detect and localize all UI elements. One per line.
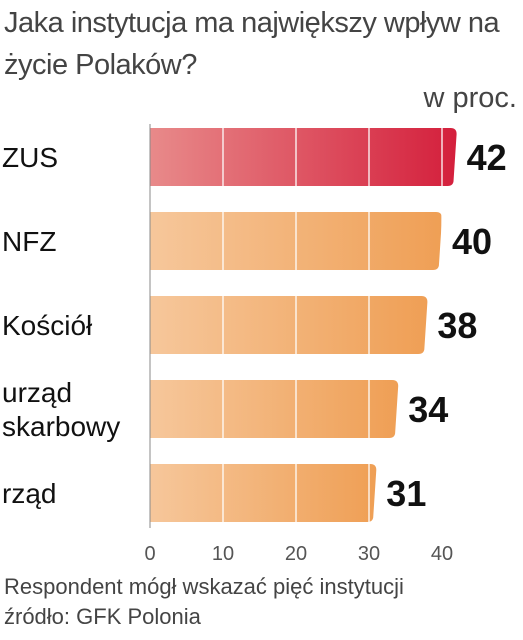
value-label: 42	[467, 137, 507, 178]
value-label: 38	[437, 305, 477, 346]
source-note: źródło: GFK Polonia	[4, 604, 201, 629]
bar-3	[150, 296, 428, 354]
bar-4	[150, 380, 399, 438]
bar-5	[150, 464, 377, 522]
category-label: rząd	[2, 478, 56, 509]
x-tick-label: 0	[144, 543, 155, 565]
value-label: 31	[386, 473, 426, 514]
category-label: Kościół	[2, 310, 93, 341]
category-label: NFZ	[2, 226, 56, 257]
x-tick-label: 40	[431, 543, 453, 565]
value-label: 34	[408, 389, 448, 430]
value-label: 40	[452, 221, 492, 262]
category-label: urząd skarbowy	[2, 377, 120, 442]
x-tick-label: 10	[212, 543, 234, 565]
footnote: Respondent mógł wskazać pięć instytucji	[4, 574, 404, 599]
chart-title: Jaka instytucja ma największy wpływ na ż…	[4, 7, 500, 81]
bar-1	[150, 128, 457, 186]
category-label: ZUS	[2, 142, 58, 173]
x-tick-label: 30	[358, 543, 380, 565]
unit-label: w proc.	[423, 82, 517, 114]
x-tick-label: 20	[285, 543, 307, 565]
